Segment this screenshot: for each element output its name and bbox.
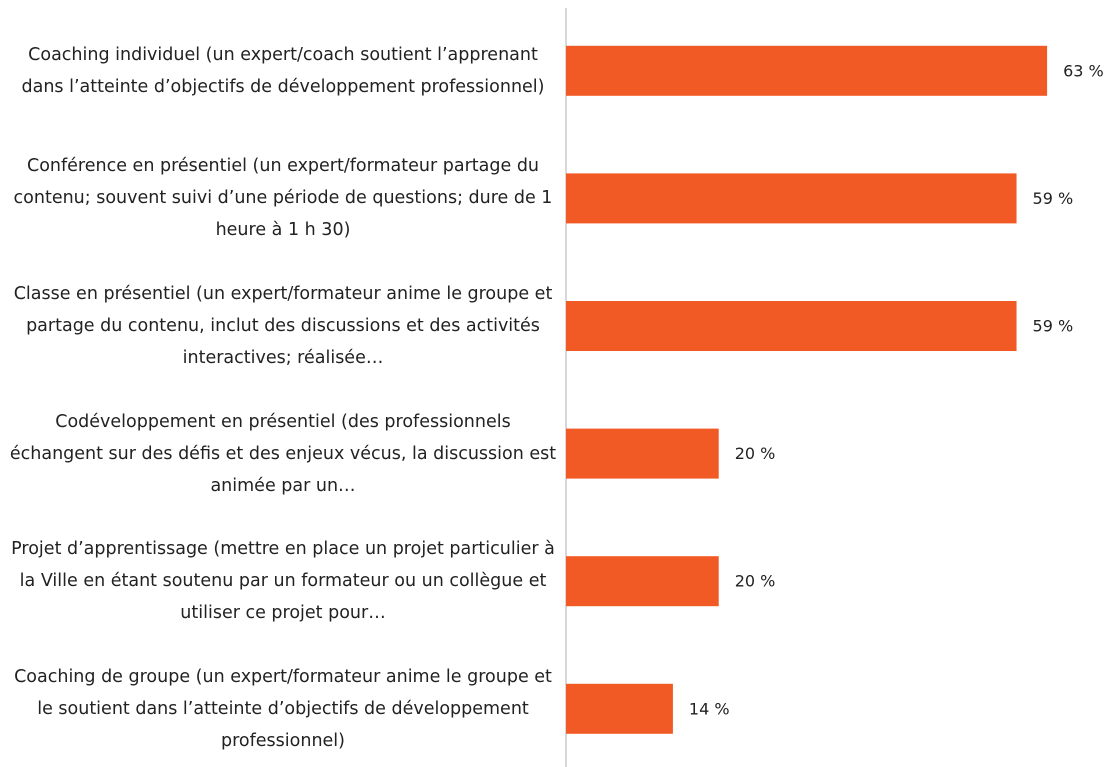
bar (566, 173, 1017, 224)
bar (566, 683, 673, 734)
value-label: 20 % (735, 572, 776, 591)
category-label: Classe en présentiel (un expert/formateu… (13, 284, 553, 368)
category-label: Coaching de groupe (un expert/formateur … (14, 666, 552, 751)
bar (566, 428, 719, 479)
category-label: Conférence en présentiel (un expert/form… (13, 156, 553, 241)
value-label: 14 % (689, 699, 730, 718)
value-label: 63 % (1063, 61, 1104, 80)
category-label: Coaching individuel (un expert/coach sou… (21, 44, 545, 97)
category-label: Codéveloppement en présentiel (des profe… (9, 411, 557, 496)
value-label: 20 % (735, 444, 776, 463)
category-label: Projet d’apprentissage (mettre en place … (11, 539, 555, 624)
bar (566, 45, 1048, 96)
bar (566, 556, 719, 607)
value-label: 59 % (1033, 317, 1074, 336)
value-label: 59 % (1033, 189, 1074, 208)
bar (566, 301, 1017, 351)
